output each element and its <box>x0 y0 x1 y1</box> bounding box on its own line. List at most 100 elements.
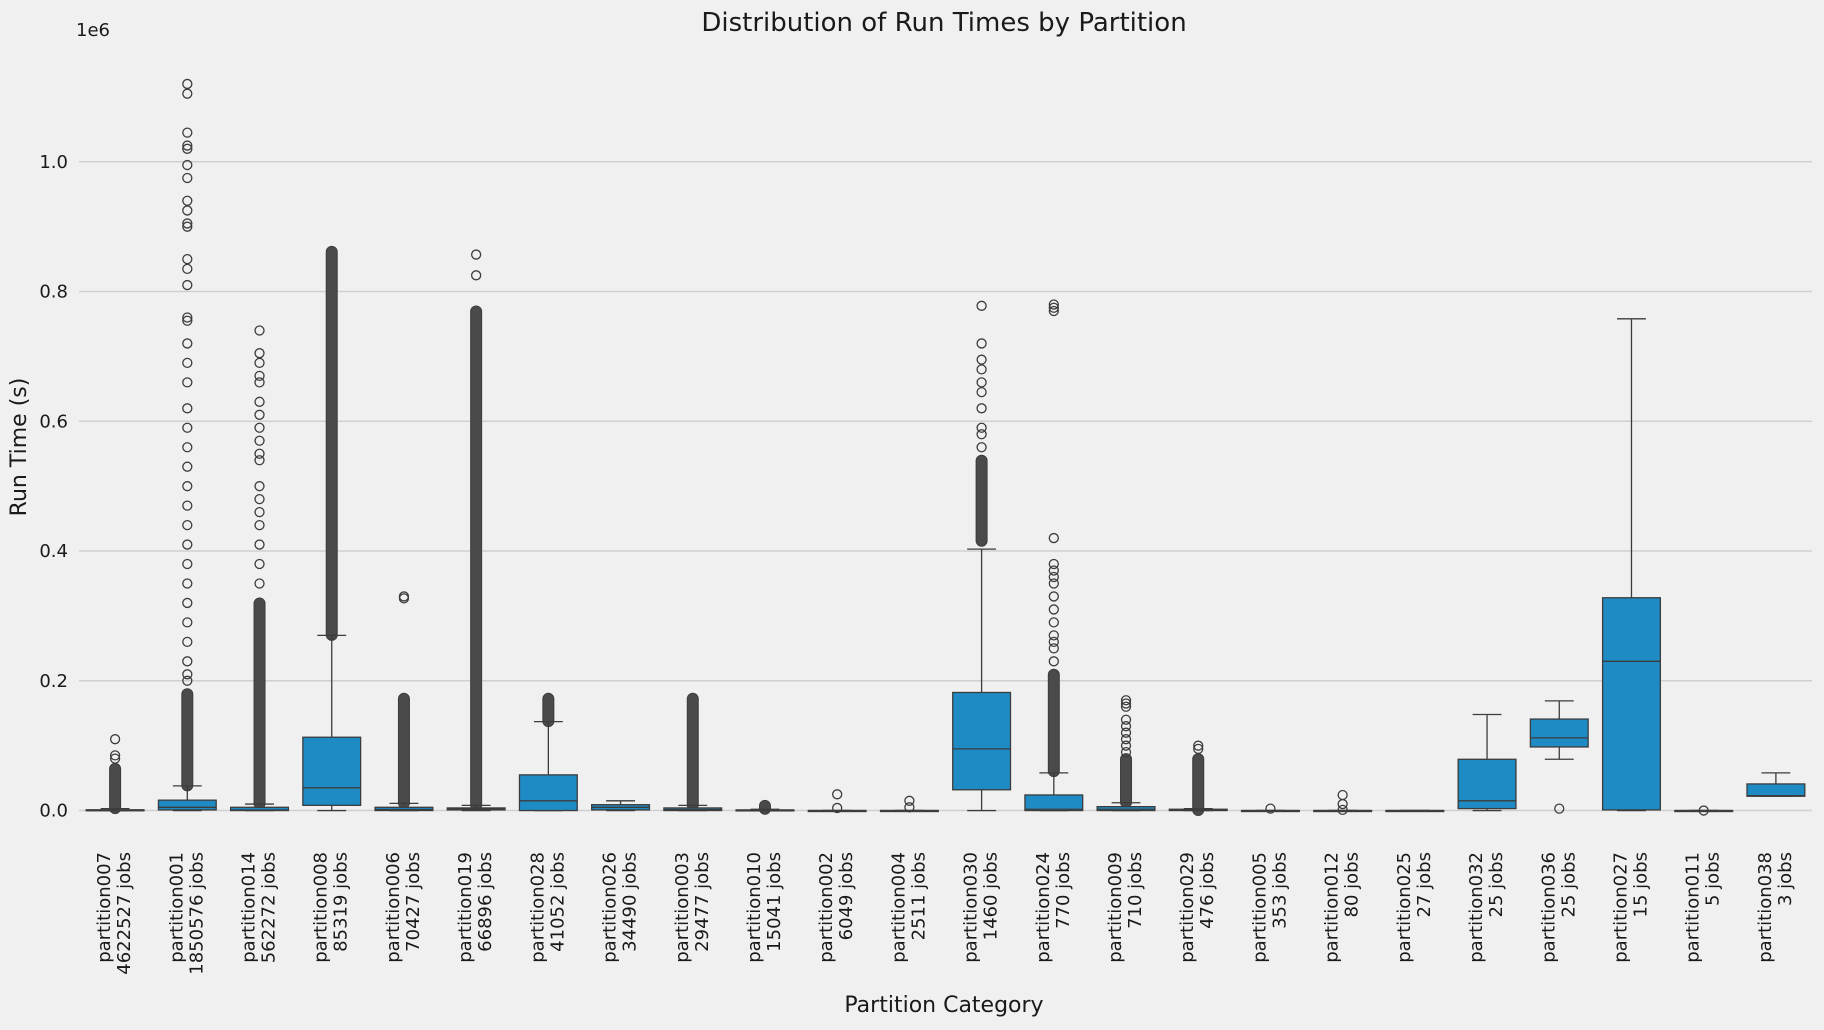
x-tick-name: partition004 <box>888 852 909 963</box>
outlier-point <box>470 270 482 281</box>
outlier-point <box>1120 698 1132 709</box>
outlier-point <box>832 802 843 814</box>
outlier-point <box>976 442 987 453</box>
x-tick-name: partition010 <box>744 852 765 963</box>
x-tick-jobs: 70427 jobs <box>403 852 424 952</box>
x-tick-jobs: 1850576 jobs <box>186 852 207 975</box>
x-tick-name: partition030 <box>961 852 982 963</box>
box-group-partition002 <box>807 789 867 814</box>
outlier-point <box>254 578 265 589</box>
outlier-point <box>1048 532 1059 544</box>
outlier-point <box>976 354 987 365</box>
outlier-point <box>254 409 265 420</box>
outlier-point <box>254 348 265 359</box>
outlier-point <box>182 669 193 680</box>
x-tick-name: partition003 <box>672 852 693 963</box>
outlier-point <box>254 481 265 492</box>
outlier-point <box>976 429 987 440</box>
box-group-partition001 <box>157 78 217 812</box>
outlier-point <box>109 734 121 745</box>
x-tick-jobs: 34490 jobs <box>620 852 641 952</box>
outlier-cluster <box>1120 753 1133 809</box>
x-tick-jobs: 85319 jobs <box>331 852 352 952</box>
y-tick-label: 1.0 <box>39 152 68 173</box>
outlier-point <box>1120 721 1132 732</box>
outlier-point <box>1048 305 1059 317</box>
outlier-point <box>1120 695 1132 706</box>
x-tick-name: partition029 <box>1177 852 1198 963</box>
outlier-point <box>182 338 193 349</box>
outlier-point <box>182 461 193 472</box>
outlier-point <box>1554 803 1565 814</box>
outlier-cluster <box>1047 668 1060 778</box>
outlier-point <box>182 159 193 171</box>
box <box>1529 718 1589 748</box>
outlier-point <box>254 357 265 369</box>
outlier-point <box>182 263 193 274</box>
x-tick-label: partition028 41052 jobs <box>527 852 568 963</box>
outlier-point <box>182 88 193 99</box>
outlier-cluster <box>686 692 699 811</box>
x-tick-label: partition025 27 jobs <box>1394 852 1435 963</box>
outlier-point <box>976 338 987 349</box>
y-tick-label: 0.4 <box>39 541 68 562</box>
y-tick-label: 0.8 <box>39 282 68 303</box>
x-tick-jobs: 770 jobs <box>1053 852 1074 929</box>
outlier-point <box>254 448 265 459</box>
x-tick-jobs: 6049 jobs <box>836 852 857 940</box>
x-tick-label: partition027 15 jobs <box>1610 852 1651 963</box>
outlier-point <box>254 455 265 466</box>
x-tick-name: partition024 <box>1033 852 1054 963</box>
box-group-partition024 <box>1024 299 1084 812</box>
x-tick-jobs: 562272 jobs <box>259 852 280 963</box>
box-group-partition032 <box>1457 713 1517 812</box>
x-tick-name: partition001 <box>166 852 187 963</box>
box-group-partition011 <box>1674 805 1734 816</box>
box-group-partition038 <box>1746 772 1806 797</box>
box-group-partition010 <box>735 799 795 815</box>
outlier-cluster <box>397 692 410 809</box>
outlier-point <box>832 789 843 800</box>
x-tick-name: partition002 <box>816 852 837 963</box>
outlier-point <box>1048 656 1059 667</box>
x-tick-name: partition038 <box>1755 852 1776 963</box>
x-tick-name: partition007 <box>94 852 115 963</box>
x-tick-label: partition038 3 jobs <box>1755 852 1796 963</box>
x-tick-name: partition008 <box>311 852 332 963</box>
outlier-point <box>182 539 193 550</box>
outlier-point <box>1265 803 1276 814</box>
outlier-point <box>1048 565 1059 576</box>
x-axis-ticks: partition007 4622527 jobs partition001 1850… <box>94 852 1796 975</box>
x-tick-label: partition036 25 jobs <box>1538 852 1579 963</box>
outlier-point <box>1193 743 1204 755</box>
outlier-point <box>1120 747 1132 758</box>
box-group-partition025 <box>1385 809 1445 813</box>
outlier-point <box>182 597 193 609</box>
x-tick-name: partition012 <box>1322 852 1343 963</box>
outlier-point <box>1048 578 1059 589</box>
x-tick-jobs: 80 jobs <box>1342 852 1363 917</box>
outlier-point <box>1048 302 1059 313</box>
x-tick-label: partition030 1460 jobs <box>961 852 1002 963</box>
outlier-point <box>182 279 193 291</box>
y-axis-label: Run Time (s) <box>7 378 32 517</box>
outlier-point <box>976 403 987 414</box>
outlier-point <box>254 493 265 505</box>
outlier-cluster <box>325 245 338 641</box>
box-group-partition026 <box>591 800 651 812</box>
box-group-partition008 <box>302 245 362 812</box>
outlier-cluster <box>758 799 771 815</box>
outlier-point <box>182 656 193 667</box>
x-tick-jobs: 1460 jobs <box>981 852 1002 940</box>
outlier-point <box>1048 299 1059 310</box>
y-axis-ticks: 0.0 0.2 0.4 0.6 0.8 1.0 <box>39 152 68 822</box>
outlier-point <box>1193 740 1204 751</box>
box <box>1601 597 1662 811</box>
outlier-point <box>182 312 193 323</box>
x-tick-jobs: 66896 jobs <box>475 852 496 952</box>
x-tick-label: partition009 710 jobs <box>1105 852 1146 963</box>
box-group-partition003 <box>663 692 723 812</box>
outlier-point <box>1048 643 1059 654</box>
